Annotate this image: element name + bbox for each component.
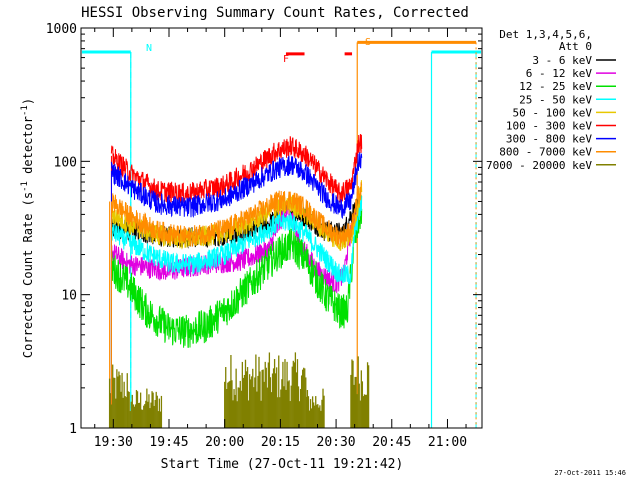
x-axis: 19:30 19:45 20:00 20:15 20:30 20:45 21:00 [94, 28, 467, 450]
series-line-5 [110, 133, 363, 204]
x-axis-label: Start Time (27-Oct-11 19:21:42) [161, 457, 404, 472]
legend-label-7: 800 - 7000 keV [499, 146, 592, 159]
x-tick-label-5: 20:45 [372, 435, 411, 450]
legend-label-6: 300 - 800 keV [506, 133, 592, 146]
legend-label-0: 3 - 6 keV [532, 54, 592, 67]
x-tick-label-1: 19:45 [149, 435, 188, 450]
y-tick-label-0: 1 [69, 422, 77, 437]
legend-label-2: 12 - 25 keV [519, 80, 592, 93]
legend-header-line1: Det 1,3,4,5,6, [499, 28, 592, 41]
chart-title: HESSI Observing Summary Count Rates, Cor… [81, 5, 469, 21]
series-line-2 [110, 194, 363, 349]
y-axis: 1 10 100 1000 [46, 22, 482, 437]
saa-label: S [365, 37, 371, 48]
x-tick-label-6: 21:00 [428, 435, 467, 450]
series-line-6 [110, 152, 363, 220]
y-tick-label-1: 10 [61, 289, 77, 304]
background-series-layer [108, 352, 370, 428]
legend-label-8: 7000 - 20000 keV [486, 159, 592, 172]
annotations: N F S [146, 37, 371, 65]
x-tick-label-2: 20:00 [205, 435, 244, 450]
y-tick-label-2: 100 [54, 155, 77, 170]
series-layer [110, 133, 363, 405]
date-stamp: 27-Oct-2011 15:46 [554, 469, 626, 477]
series-line-3 [110, 195, 363, 285]
flare-label: F [283, 54, 289, 65]
x-tick-label-3: 20:15 [261, 435, 300, 450]
plot-frame [80, 27, 483, 429]
y-axis-label: Corrected Count Rate (s-1 detector-1) [20, 98, 35, 358]
series-line-1 [111, 200, 359, 294]
legend-label-4: 50 - 100 keV [513, 106, 593, 119]
x-tick-label-4: 20:30 [317, 435, 356, 450]
x-tick-label-0: 19:30 [94, 435, 133, 450]
legend-label-3: 25 - 50 keV [519, 93, 592, 106]
legend-label-1: 6 - 12 keV [526, 67, 593, 80]
legend-header-line2: Att 0 [559, 40, 592, 53]
night-label: N [146, 43, 152, 54]
legend-label-5: 100 - 300 keV [506, 120, 592, 133]
series-line-7 [110, 182, 363, 248]
y-tick-label-3: 1000 [46, 22, 77, 37]
